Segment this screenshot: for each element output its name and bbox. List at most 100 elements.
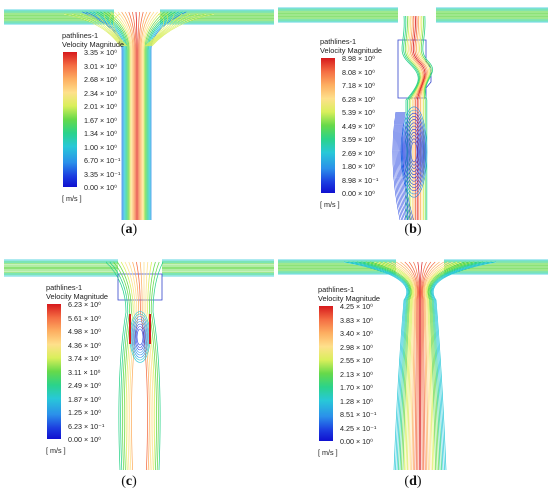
colorbar-tick-label: 4.36 × 10⁰ <box>68 340 102 350</box>
caption-d: (d) <box>404 474 422 489</box>
pathline <box>145 11 169 220</box>
pathline <box>145 13 169 47</box>
unit-label: [ m/s ] <box>46 446 66 455</box>
pathline <box>79 13 123 47</box>
pathline <box>132 11 137 220</box>
pathline <box>417 261 420 470</box>
pathline <box>149 11 183 220</box>
pathline <box>397 111 408 220</box>
pathline <box>405 122 423 182</box>
pathline <box>135 326 145 348</box>
colorbar-tick-label: 8.98 × 10⁻¹ <box>342 175 379 185</box>
pathline <box>132 318 148 356</box>
pathline <box>412 15 426 220</box>
colorbar-tick-label: 2.68 × 10⁰ <box>84 75 118 84</box>
colorbar-tick-label: 2.34 × 10⁰ <box>84 88 118 98</box>
colorbar-tick-label: 0.00 × 10⁰ <box>342 189 376 198</box>
pathline <box>146 13 175 47</box>
pathline <box>137 11 140 220</box>
pathline <box>133 321 147 353</box>
pathline <box>407 15 423 220</box>
pathline <box>425 261 453 470</box>
colorbar-tick-label: 2.49 × 10⁰ <box>68 381 102 390</box>
pathline <box>421 261 432 470</box>
colorbar <box>319 306 333 441</box>
pathline <box>63 13 121 47</box>
pathline <box>419 15 431 220</box>
pathline <box>117 11 133 220</box>
pathline <box>404 119 424 185</box>
pathline <box>400 106 428 198</box>
colorbar-tick-label: 2.55 × 10⁰ <box>340 356 374 365</box>
pathline <box>406 15 422 220</box>
pathline <box>422 261 436 470</box>
pathline <box>392 111 401 220</box>
pathline <box>92 11 126 220</box>
pathline <box>430 261 484 470</box>
pathline <box>401 111 413 220</box>
pathline <box>409 15 424 220</box>
pathline <box>369 261 412 470</box>
pathline <box>148 11 180 220</box>
pathline <box>374 261 413 470</box>
legend-title-line1: pathlines-1 <box>318 285 355 294</box>
legend-b: pathlines-1 Velocity Magnitude 8.98 × 10… <box>320 37 383 209</box>
pathline <box>136 328 144 346</box>
pathline <box>407 128 421 176</box>
pathline <box>428 261 471 470</box>
colorbar-tick-label: 6.70 × 10⁻¹ <box>84 156 121 165</box>
pathline <box>152 261 164 470</box>
legend-title-line2: Velocity Magnitude <box>62 39 125 49</box>
pathline <box>95 13 125 47</box>
pathline <box>422 15 433 220</box>
pathline <box>103 13 126 47</box>
pathline <box>430 261 479 470</box>
unit-label: [ m/s ] <box>320 200 340 209</box>
pathline-plot-b <box>278 7 548 220</box>
pathline <box>134 323 146 351</box>
pathline <box>140 11 151 220</box>
colorbar <box>63 52 77 187</box>
colorbar-tick-label: 1.70 × 10⁰ <box>340 383 374 392</box>
pathline <box>150 261 160 470</box>
pathline <box>99 11 128 220</box>
pathline <box>432 261 492 470</box>
colorbar-tick-label: 8.51 × 10⁻¹ <box>340 410 377 419</box>
pathline <box>404 15 421 220</box>
legend-a: pathlines-1 Velocity Magnitude 3.35 × 10… <box>62 31 125 203</box>
colorbar-tick-label: 8.08 × 10⁰ <box>342 67 376 77</box>
pathline <box>117 273 163 301</box>
colorbar-tick-label: 3.40 × 10⁰ <box>340 329 374 338</box>
unit-label: [ m/s ] <box>62 194 82 203</box>
colorbar-tick-label: 4.25 × 10⁰ <box>340 302 374 311</box>
pathline <box>143 262 152 470</box>
colorbar-tick-label: 5.39 × 10⁰ <box>342 108 376 117</box>
unit-label: [ m/s ] <box>318 448 338 457</box>
pathline <box>423 261 440 470</box>
pathline <box>148 13 191 47</box>
colorbar-tick-label: 1.80 × 10⁰ <box>342 162 376 171</box>
pathline-plot-a <box>4 9 274 220</box>
colorbar-tick-label: 3.35 × 10⁰ <box>84 48 118 57</box>
pathline <box>135 11 138 220</box>
pathline <box>150 11 187 220</box>
colorbar-tick-label: 3.01 × 10⁰ <box>84 61 118 71</box>
pathline <box>348 261 408 470</box>
pathline <box>85 11 124 220</box>
pathline <box>426 261 462 470</box>
colorbar-tick-label: 1.34 × 10⁰ <box>84 129 118 138</box>
pathline <box>103 11 129 220</box>
pathline <box>408 261 419 470</box>
pathline <box>81 11 123 220</box>
pathline <box>356 261 410 470</box>
caption-a: (a) <box>120 222 138 237</box>
pathline <box>410 141 418 163</box>
pathline <box>401 109 427 195</box>
pathline <box>121 11 134 220</box>
pathline <box>109 261 129 470</box>
colorbar-tick-label: 0.00 × 10⁰ <box>68 435 102 444</box>
legend-title-line2: Velocity Magnitude <box>320 45 383 55</box>
pathline <box>395 261 417 470</box>
colorbar-tick-label: 7.18 × 10⁰ <box>342 81 376 90</box>
legend-title-line1: pathlines-1 <box>62 31 99 40</box>
